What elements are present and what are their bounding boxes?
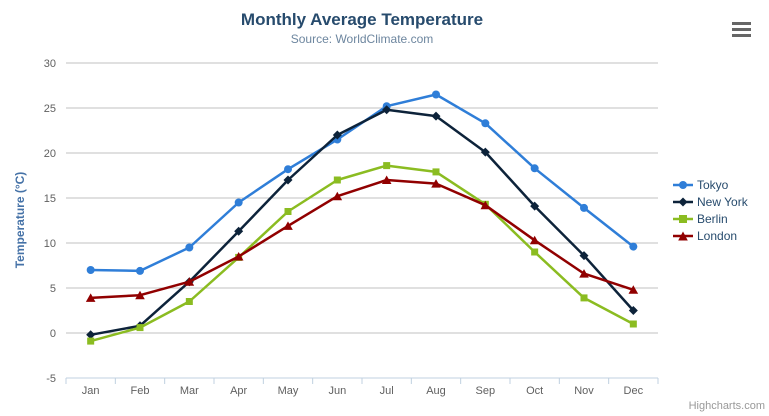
legend: Tokyo New York Berlin London	[673, 178, 748, 243]
series-marker-london[interactable]	[135, 290, 145, 300]
legend-item-tokyo[interactable]: Tokyo	[673, 178, 748, 192]
y-tick-label: 5	[50, 283, 56, 295]
x-tick-label: Oct	[526, 385, 543, 397]
series-marker-berlin[interactable]	[87, 337, 95, 345]
series-marker-new-york[interactable]	[431, 111, 441, 121]
series-marker-tokyo[interactable]	[86, 266, 95, 274]
legend-item-berlin[interactable]: Berlin	[673, 212, 748, 226]
series-marker-new-york[interactable]	[86, 330, 96, 340]
series-marker-tokyo[interactable]	[530, 164, 539, 173]
series-line-london[interactable]	[89, 178, 635, 300]
series-marker-new-york[interactable]	[234, 226, 244, 236]
series-marker-berlin[interactable]	[185, 298, 193, 305]
series-marker-berlin[interactable]	[284, 208, 292, 215]
series-marker-berlin[interactable]	[629, 320, 637, 328]
series-marker-new-york[interactable]	[332, 130, 342, 140]
series-marker-london[interactable]	[628, 285, 639, 294]
x-tick-label: Jan	[82, 385, 100, 397]
x-tick-label: Aug	[426, 385, 446, 397]
legend-item-london[interactable]: London	[673, 229, 748, 243]
series-marker-london[interactable]	[431, 179, 441, 188]
legend-label-london: London	[697, 229, 738, 243]
series-marker-london[interactable]	[85, 293, 96, 302]
series-marker-new-york[interactable]	[530, 201, 540, 211]
series-marker-tokyo[interactable]	[432, 90, 440, 99]
x-tick-label: Jun	[328, 385, 346, 397]
y-tick-label: 25	[44, 103, 56, 115]
series-marker-berlin[interactable]	[531, 248, 539, 256]
x-tick-label: May	[278, 385, 299, 397]
y-tick-label: -5	[46, 373, 56, 385]
y-tick-label: 20	[44, 148, 56, 160]
x-tick-label: Apr	[230, 385, 247, 397]
hamburger-icon	[732, 28, 751, 31]
series-marker-new-york[interactable]	[480, 147, 490, 157]
legend-marker-diamond-icon	[673, 197, 693, 207]
x-tick-label: Sep	[476, 385, 496, 397]
y-tick-label: 30	[44, 58, 56, 70]
y-tick-label: 15	[44, 193, 56, 205]
series-marker-berlin[interactable]	[580, 294, 588, 302]
y-tick-label: 10	[44, 238, 56, 250]
legend-item-new-york[interactable]: New York	[673, 195, 748, 209]
credits-link[interactable]: Highcharts.com	[688, 400, 765, 412]
series-marker-london[interactable]	[332, 191, 343, 201]
series-marker-tokyo[interactable]	[136, 266, 144, 275]
series-marker-tokyo[interactable]	[580, 203, 588, 212]
legend-marker-triangle-icon	[673, 231, 693, 241]
chart-context-menu-button[interactable]	[732, 22, 751, 37]
series-marker-tokyo[interactable]	[481, 119, 490, 128]
legend-marker-square-icon	[673, 215, 693, 223]
series-marker-london[interactable]	[480, 200, 491, 210]
x-tick-label: Feb	[131, 385, 150, 397]
series-marker-berlin[interactable]	[432, 168, 440, 176]
legend-label-tokyo: Tokyo	[697, 178, 729, 192]
series-marker-tokyo[interactable]	[629, 242, 638, 251]
series-marker-tokyo[interactable]	[185, 243, 194, 252]
legend-label-berlin: Berlin	[697, 212, 728, 226]
series-marker-new-york[interactable]	[628, 306, 638, 315]
hamburger-icon	[732, 34, 751, 37]
hamburger-icon	[732, 22, 751, 25]
series-marker-london[interactable]	[529, 235, 540, 245]
series-line-tokyo[interactable]	[89, 93, 635, 273]
x-tick-label: Mar	[180, 385, 199, 397]
series-marker-london[interactable]	[184, 277, 195, 286]
series-marker-new-york[interactable]	[283, 175, 293, 185]
series-marker-london[interactable]	[233, 252, 244, 261]
y-tick-label: 0	[50, 328, 56, 340]
series-marker-tokyo[interactable]	[284, 165, 292, 174]
series-line-new-york[interactable]	[89, 108, 635, 337]
y-axis-title: Temperature (°C)	[13, 171, 27, 269]
x-tick-label: Nov	[574, 385, 594, 397]
series-marker-berlin[interactable]	[383, 162, 391, 170]
series-marker-new-york[interactable]	[382, 105, 392, 115]
series-marker-london[interactable]	[283, 221, 293, 230]
legend-marker-circle-icon	[673, 181, 693, 189]
legend-label-new-york: New York	[697, 195, 748, 209]
series-marker-tokyo[interactable]	[234, 198, 243, 207]
chart-subtitle: Source: WorldClimate.com	[290, 32, 434, 46]
series-marker-new-york[interactable]	[579, 251, 589, 261]
x-tick-label: Jul	[380, 385, 394, 397]
series-marker-london[interactable]	[381, 175, 392, 185]
series-line-berlin[interactable]	[89, 164, 635, 343]
series-marker-london[interactable]	[579, 269, 589, 278]
chart-title: Monthly Average Temperature	[240, 10, 484, 29]
series-marker-berlin[interactable]	[136, 324, 144, 332]
series-marker-berlin[interactable]	[333, 176, 341, 184]
x-tick-label: Dec	[624, 385, 644, 397]
